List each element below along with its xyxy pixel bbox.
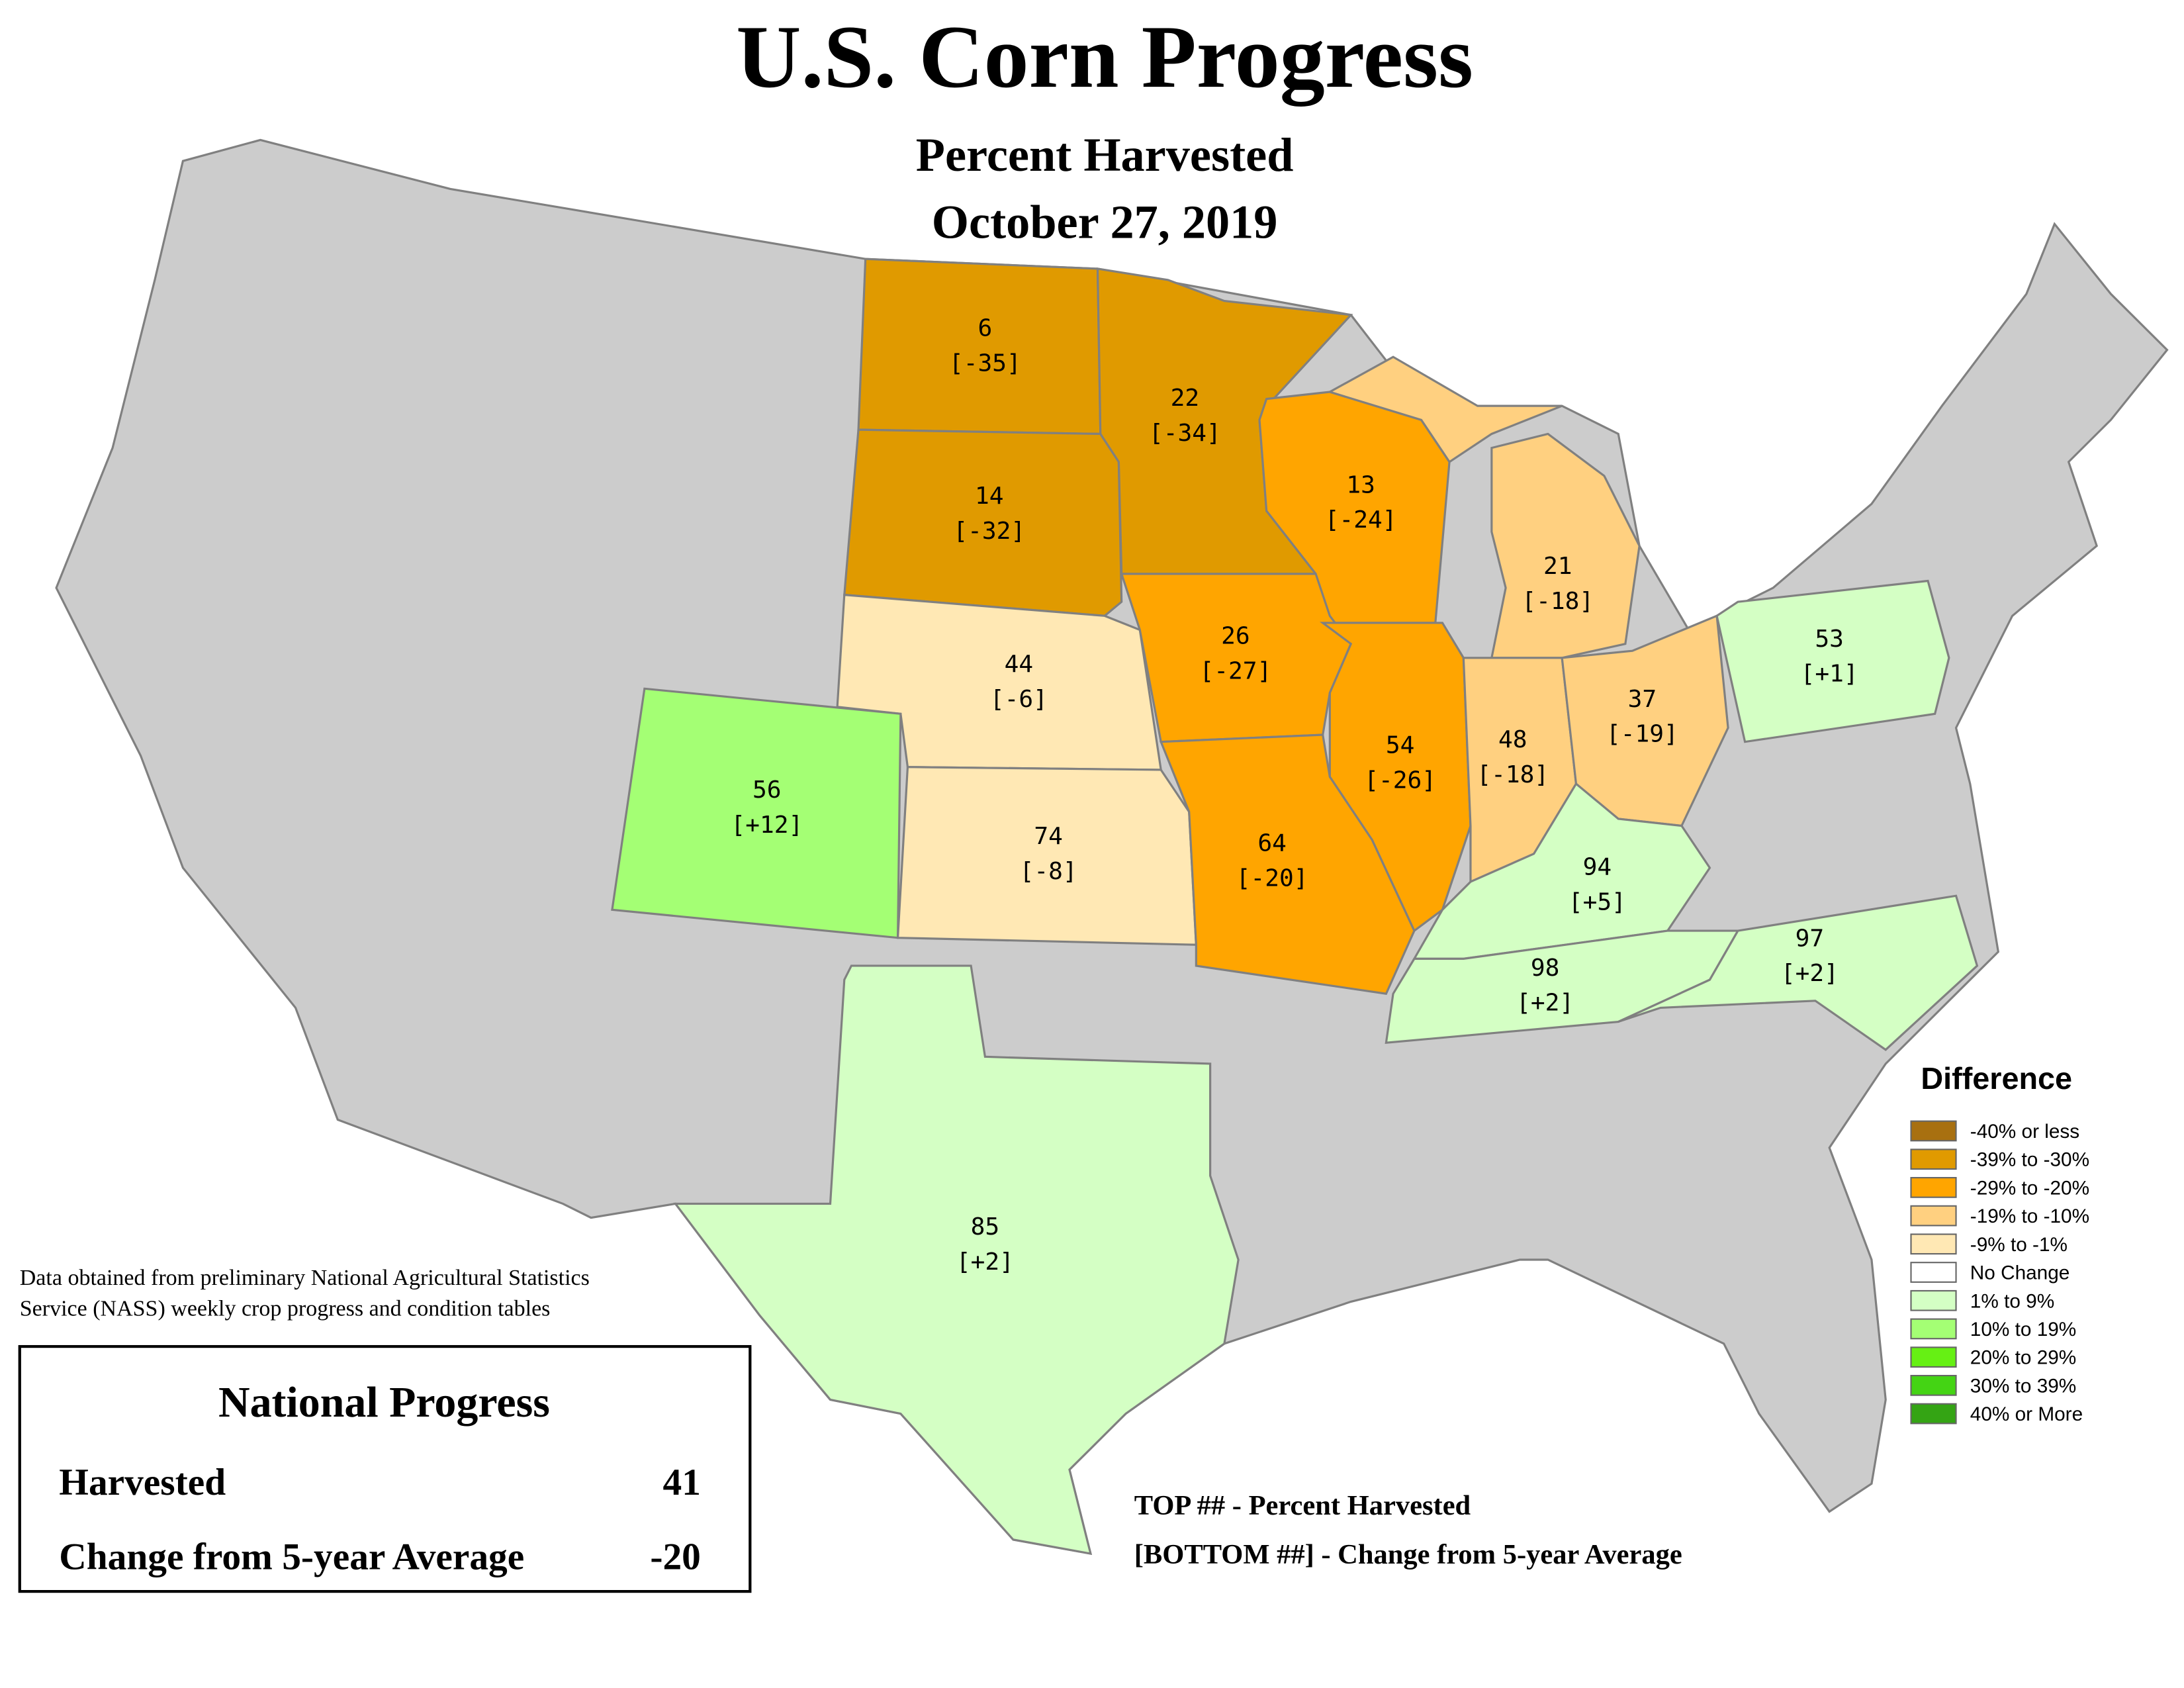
source-note: Data obtained from preliminary National … [20,1266,590,1290]
state-change: [-18] [1477,761,1549,788]
state-region [896,766,1198,946]
state-change: [-32] [953,518,1025,545]
legend-label: 30% to 39% [1970,1376,2076,1397]
national-title: National Progress [218,1378,550,1427]
state-change: [+5] [1569,888,1626,915]
state-change: [-35] [949,350,1021,377]
national-box [18,1344,752,1593]
state-change: [-18] [1522,588,1594,615]
legend-swatch [1910,1403,1957,1425]
legend-swatch [1910,1233,1957,1255]
legend-label: -19% to -10% [1970,1205,2089,1227]
state-region [1412,782,1711,960]
subtitle: Percent Harvested [916,128,1294,181]
legend-swatch [1910,1149,1957,1170]
state-change: [-34] [1149,420,1221,447]
legend-swatch [1910,1177,1957,1198]
legend-swatch [1910,1120,1957,1142]
legend-label: 20% to 29% [1970,1347,2076,1369]
state-change: [+2] [1516,990,1574,1017]
state-change: [-26] [1364,767,1436,794]
source-note: Service (NASS) weekly crop progress and … [20,1297,551,1321]
state-harvested: 54 [1386,732,1415,759]
key-note: [BOTTOM ##] - Change from 5-year Average [1134,1539,1682,1570]
state-harvested: 53 [1815,626,1844,653]
state-region [673,964,1240,1556]
state-region [1327,355,1641,659]
state-harvested: 14 [975,483,1004,510]
state-harvested: 97 [1796,925,1825,952]
national-value: 41 [662,1462,700,1503]
state-change: [-20] [1236,865,1308,892]
state-region [1715,579,1950,743]
legend-swatch [1910,1205,1957,1227]
legend-label: -39% to -30% [1970,1149,2089,1171]
state-region [1617,894,1979,1051]
state-region [1159,733,1416,995]
state-change: [+1] [1801,661,1858,688]
state-change: [+2] [956,1248,1014,1276]
legend-label: -29% to -20% [1970,1178,2089,1199]
state-harvested: 48 [1498,726,1527,753]
state-change: [+12] [731,812,803,839]
legend-label: -40% or less [1970,1121,2079,1143]
state-change: [-19] [1606,721,1678,748]
state-harvested: 6 [978,315,993,342]
state-change: [-6] [990,686,1048,713]
state-harvested: 22 [1171,385,1200,412]
legend-title: Difference [1921,1061,2072,1096]
legend-swatch [1910,1346,1957,1368]
state-harvested: 26 [1221,623,1250,650]
state-harvested: 21 [1543,553,1572,580]
national-label: Harvested [59,1462,226,1503]
date: October 27, 2019 [932,196,1278,249]
state-harvested: 37 [1628,686,1657,713]
state-change: [-8] [1020,858,1077,885]
legend-label: 1% to 9% [1970,1290,2054,1312]
legend-label: -9% to -1% [1970,1234,2068,1256]
legend-swatch [1910,1289,1957,1311]
legend-label: 10% to 19% [1970,1319,2076,1340]
state-region [857,258,1102,436]
state-harvested: 13 [1346,471,1375,498]
legend-swatch [1910,1262,1957,1283]
state-harvested: 98 [1531,955,1560,982]
national-value: -20 [650,1536,701,1577]
state-harvested: 64 [1257,830,1287,857]
legend-swatch [1910,1375,1957,1396]
state-harvested: 74 [1034,823,1063,850]
legend-label: No Change [1970,1262,2070,1284]
legend-swatch [1910,1318,1957,1340]
national-label: Change from 5-year Average [59,1536,524,1577]
key-note: TOP ## - Percent Harvested [1134,1490,1471,1521]
state-harvested: 94 [1583,854,1612,881]
state-change: [+2] [1781,960,1839,987]
state-harvested: 85 [971,1213,1000,1241]
title: U.S. Corn Progress [736,7,1473,107]
legend: -40% or less -39% to -30% -29% to -20% -19%… [1910,1120,2089,1425]
state-change: [-24] [1325,506,1397,534]
legend-label: 40% or More [1970,1403,2083,1425]
state-change: [-27] [1199,658,1271,685]
state-harvested: 44 [1005,651,1034,678]
state-layer: 6 [-35] 14 [-32] 22 [-34] 13 [-24] 21 [-18] 44 [-6]… [611,258,1979,1556]
state-harvested: 56 [752,776,782,804]
